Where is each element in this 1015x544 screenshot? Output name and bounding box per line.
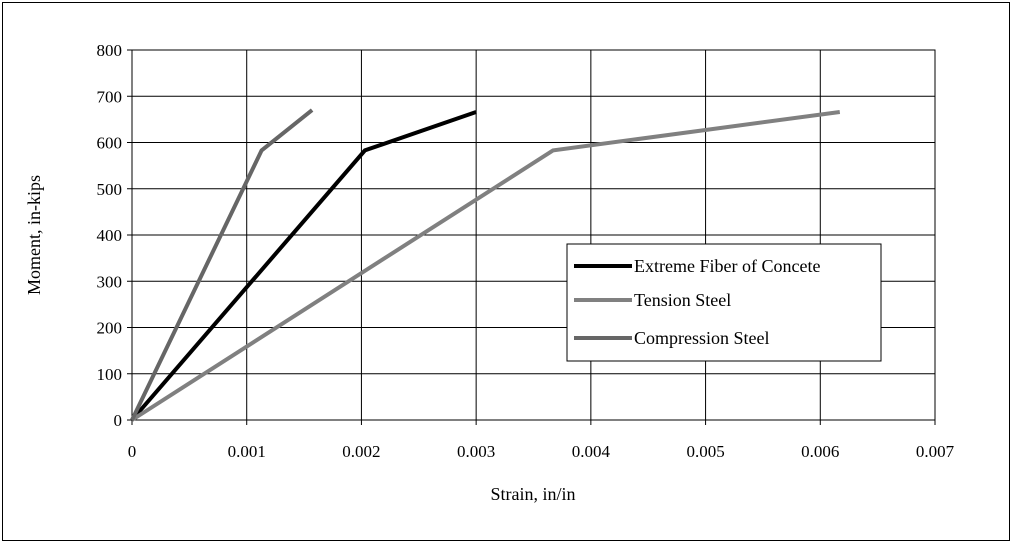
y-tick-label: 500: [97, 180, 123, 199]
y-tick-label: 800: [97, 41, 123, 60]
x-tick-label: 0.001: [228, 442, 266, 461]
y-tick-label: 700: [97, 87, 123, 106]
y-axis-ticks: 0 100 200 300 400 500 600 700 800: [97, 41, 132, 430]
series-line-1: [130, 110, 841, 422]
x-tick-label: 0.003: [457, 442, 495, 461]
x-axis-ticks: 0 0.001 0.002 0.003 0.004 0.005 0.006 0.007: [128, 420, 955, 461]
series-line-0: [130, 110, 477, 422]
y-tick-label: 200: [97, 319, 123, 338]
y-tick-label: 100: [97, 365, 123, 384]
series-line-2: [130, 108, 314, 421]
legend-label-0: Extreme Fiber of Concete: [634, 256, 820, 276]
x-tick-label: 0.004: [572, 442, 611, 461]
legend-items: Extreme Fiber of Concete Tension Steel Com…: [574, 256, 820, 348]
x-tick-label: 0: [128, 442, 137, 461]
y-tick-label: 600: [97, 134, 123, 153]
x-axis-title: Strain, in/in: [491, 484, 576, 504]
y-axis-title: Moment, in-kips: [24, 175, 44, 295]
x-tick-label: 0.006: [801, 442, 839, 461]
legend-label-2: Compression Steel: [634, 328, 770, 348]
x-tick-label: 0.005: [686, 442, 724, 461]
legend: Extreme Fiber of Concete Tension Steel Com…: [566, 243, 882, 362]
x-tick-label: 0.007: [916, 442, 955, 461]
legend-box: [566, 243, 882, 362]
series-lines: [130, 108, 841, 422]
legend-label-1: Tension Steel: [634, 290, 731, 310]
y-tick-label: 400: [97, 226, 123, 245]
y-tick-label: 0: [114, 411, 123, 430]
x-tick-label: 0.002: [342, 442, 380, 461]
y-tick-label: 300: [97, 272, 123, 291]
